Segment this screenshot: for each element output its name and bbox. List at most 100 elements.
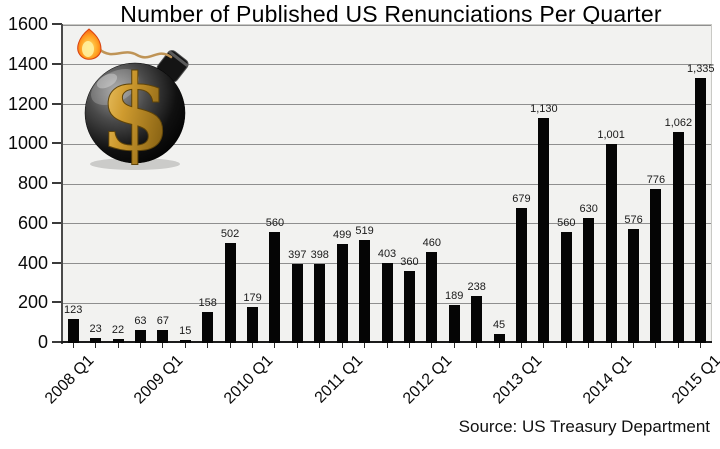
bar (202, 312, 214, 343)
y-axis-tick-label: 1200 (7, 93, 48, 114)
bar (403, 271, 415, 343)
bomb-highlight (90, 68, 140, 106)
x-axis-tick (229, 343, 231, 348)
y-axis-tick (52, 23, 62, 25)
x-axis-tick (139, 343, 141, 348)
bomb-highlight-small (96, 73, 118, 89)
bar-value-label: 560 (557, 217, 576, 229)
bar-value-label: 1,335 (687, 63, 715, 75)
x-axis-tick (319, 343, 321, 348)
bar (336, 244, 348, 343)
bar-value-label: 45 (492, 319, 506, 331)
bar (448, 305, 460, 343)
y-axis-tick (52, 341, 62, 343)
bomb-body (84, 62, 186, 164)
bar (224, 243, 236, 343)
bar-value-label: 238 (467, 281, 486, 293)
x-axis-tick (72, 343, 74, 348)
money-bomb-icon: $ (77, 28, 189, 175)
bar-value-label: 360 (400, 256, 419, 268)
y-axis-tick (52, 301, 62, 304)
bar-value-label: 123 (64, 304, 83, 316)
x-axis-tick (252, 343, 254, 348)
y-axis-tick (52, 142, 62, 145)
x-axis-tick (520, 343, 522, 348)
flame-core (82, 41, 94, 57)
bar (538, 118, 550, 343)
bar-value-label: 499 (332, 229, 352, 241)
bar-value-label: 560 (265, 217, 285, 229)
x-axis-tick (588, 343, 590, 348)
bar-value-label: 502 (220, 228, 240, 240)
gridline (62, 143, 711, 145)
bar-value-label: 179 (243, 292, 262, 304)
y-axis-tick-label: 400 (17, 252, 48, 273)
bar-value-label: 397 (288, 249, 307, 261)
source-attribution: Source: US Treasury Department (458, 417, 710, 436)
bar-value-label: 679 (512, 193, 531, 205)
bar (247, 307, 259, 343)
bar (179, 340, 191, 343)
bar (605, 144, 617, 343)
bar (426, 252, 438, 343)
bar (628, 229, 640, 343)
x-axis-tick (117, 343, 119, 348)
fuse-icon (97, 47, 173, 59)
gridline (62, 183, 711, 185)
bar (560, 232, 572, 343)
bar-value-label: 776 (646, 174, 666, 186)
x-axis-tick (386, 343, 388, 348)
bar (314, 264, 326, 343)
bar-value-label: 460 (422, 237, 441, 249)
x-axis-tick-label: 2010 Q1 (221, 352, 277, 408)
y-axis-tick (52, 221, 62, 224)
bar (515, 208, 527, 343)
gridline (62, 223, 711, 225)
bar-value-label: 1,062 (664, 117, 693, 129)
bar (583, 218, 595, 343)
bar (269, 232, 281, 343)
x-axis-tick (207, 343, 209, 348)
x-axis-tick (677, 343, 679, 348)
bar (381, 263, 393, 343)
x-axis-tick (341, 343, 343, 348)
y-axis-tick (52, 62, 62, 65)
bar-value-label: 1,130 (530, 103, 558, 115)
y-axis-tick-label: 800 (17, 173, 48, 193)
x-axis-tick (296, 343, 298, 348)
bar (359, 240, 371, 343)
bar (493, 334, 505, 343)
y-axis-tick (52, 102, 62, 105)
bar-value-label: 189 (445, 290, 464, 302)
y-axis-tick-label: 0 (37, 332, 48, 352)
y-axis-tick-label: 1400 (7, 53, 48, 74)
x-axis-tick (565, 343, 567, 348)
bar-value-label: 158 (198, 297, 217, 309)
y-axis-tick-label: 1600 (7, 14, 48, 34)
x-axis-tick (655, 343, 657, 348)
x-axis-tick (408, 343, 410, 348)
bar (672, 132, 684, 343)
bar-value-label: 23 (89, 323, 102, 335)
bar (291, 264, 303, 343)
x-axis-tick (498, 343, 500, 348)
x-axis-tick-label: 2015 Q1 (669, 352, 720, 408)
bar (112, 339, 124, 343)
bar (695, 78, 707, 343)
y-axis-line (61, 24, 63, 344)
bomb-shadow (90, 158, 180, 170)
bar-value-label: 576 (624, 214, 643, 226)
y-axis-tick-label: 200 (17, 292, 48, 313)
x-axis-tick-label: 2009 Q1 (131, 352, 187, 408)
gridline (62, 64, 711, 66)
x-axis-tick (431, 343, 433, 348)
gridline (62, 104, 711, 105)
bar-value-label: 398 (310, 249, 329, 261)
x-axis-tick (543, 343, 545, 348)
x-axis-tick-label: 2013 Q1 (490, 352, 546, 408)
gridline (62, 24, 711, 26)
bar (90, 338, 102, 343)
x-axis-tick (162, 343, 164, 348)
x-axis-tick (610, 343, 612, 348)
